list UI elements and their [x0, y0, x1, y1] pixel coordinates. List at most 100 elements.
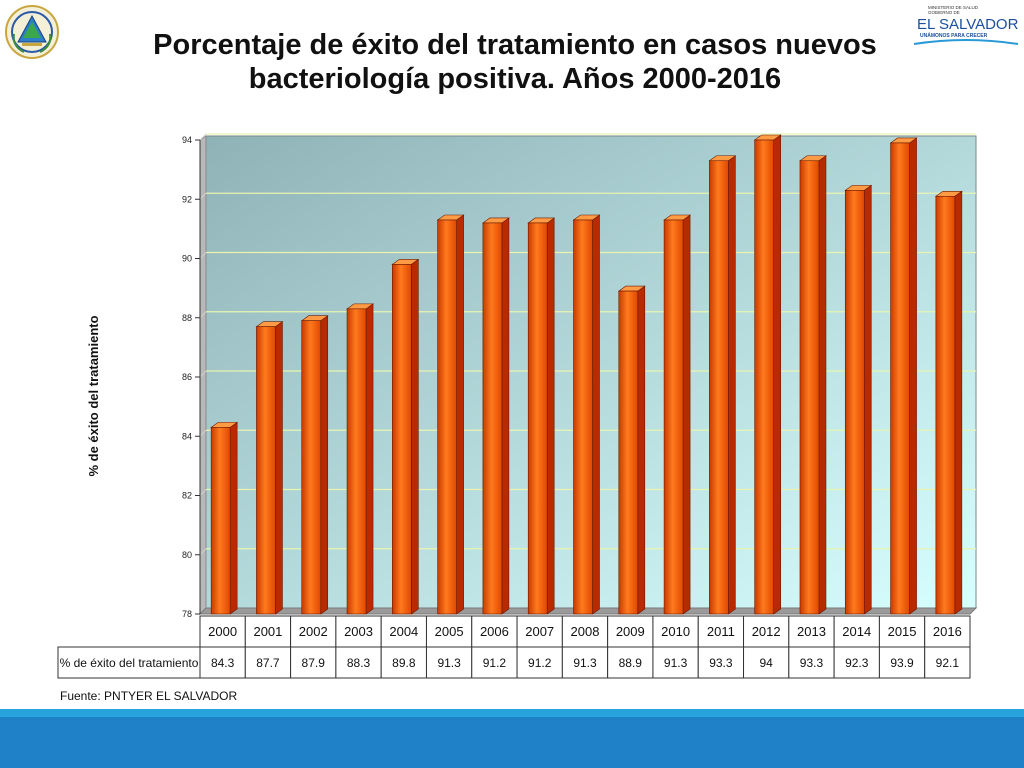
table-header-cell [380, 615, 427, 648]
bar-front [437, 219, 457, 615]
x-tick-label: 2005 [435, 624, 464, 639]
data-label: 91.3 [664, 656, 688, 670]
page-title: Porcentaje de éxito del tratamiento en c… [100, 28, 930, 96]
bar-side [546, 217, 555, 615]
table-value-cell [335, 646, 382, 679]
table-value-cell [607, 646, 654, 679]
y-tick-label: 88 [182, 313, 192, 323]
footer-band-dark [0, 717, 1024, 768]
bar-side [773, 134, 781, 615]
table-header-cell [425, 615, 473, 648]
data-label: 88.9 [619, 656, 643, 670]
bar-side [592, 214, 600, 615]
logo-tagline-text: UNÁMONOS PARA CRECER [920, 32, 988, 39]
x-tick-label: 2007 [525, 624, 554, 639]
table-value-cell [743, 646, 790, 679]
bar-front [890, 142, 910, 615]
table-header-cell [561, 615, 609, 648]
bar-chart: 78 80 82 84 86 88 90 92 94 % de éxito del tratam… [57, 133, 978, 679]
gridline-side [199, 192, 207, 200]
bar-front [663, 219, 684, 615]
bar-side [682, 214, 691, 615]
table-value-cell [878, 646, 926, 679]
table-header-cell [924, 615, 971, 648]
bar-2003 [346, 303, 374, 615]
bar-front [392, 264, 412, 615]
table-header-cell [743, 615, 790, 648]
bar-front [935, 195, 956, 615]
y-tick-label: 84 [182, 431, 192, 441]
bar-2004 [391, 258, 420, 615]
el-salvador-logo: MINISTERIO DE SALUD GOBIERNO DE EL SALVA… [913, 5, 1019, 45]
bar-front [210, 427, 231, 615]
table-value-cell [290, 646, 337, 679]
table-value-cell [380, 646, 427, 679]
bar-front [346, 308, 367, 615]
y-tick-label: 90 [182, 254, 192, 264]
logo-gov-text: GOBIERNO DE [928, 10, 960, 15]
bar-front [527, 222, 548, 615]
table-value-cell [244, 646, 292, 679]
table-value-cell [788, 646, 835, 679]
bar-2013 [799, 155, 827, 615]
gridline-side [199, 311, 207, 319]
x-tick-label: 2014 [842, 624, 871, 639]
table-series-label: % de éxito del tratamiento [60, 656, 199, 670]
footer-band-light [0, 709, 1024, 717]
logo-ministry-text: MINISTERIO DE SALUD [928, 5, 979, 10]
bar-front [844, 190, 865, 615]
table-header-cell [199, 615, 246, 648]
x-tick-label: 2016 [933, 624, 962, 639]
gridline-side [199, 133, 207, 141]
plot-side-wall [199, 135, 207, 616]
x-tick-label: 2004 [389, 624, 418, 639]
bar-front [754, 139, 774, 615]
data-label: 93.3 [709, 656, 733, 670]
bar-side [954, 190, 963, 615]
y-tick-label: 86 [182, 372, 192, 382]
data-label: 88.3 [347, 656, 371, 670]
bar-side [863, 184, 872, 615]
logo-main-text: EL SALVADOR [917, 16, 1019, 33]
table-header-cell [516, 615, 563, 648]
bar-2008 [572, 214, 601, 615]
table-value-cell [697, 646, 745, 679]
y-tick-label: 94 [182, 135, 192, 145]
x-tick-label: 2006 [480, 624, 509, 639]
table-header-cell [335, 615, 382, 648]
data-label: 94 [759, 656, 773, 670]
source-note: Fuente: PNTYER EL SALVADOR [60, 689, 238, 703]
bar-front [301, 320, 322, 615]
data-label: 92.1 [936, 656, 960, 670]
bar-2005 [436, 214, 465, 615]
bar-2014 [844, 184, 873, 615]
gridline-side [199, 548, 207, 556]
bar-front [482, 222, 503, 615]
bar-2002 [300, 315, 329, 615]
bar-2012 [753, 134, 782, 615]
bar-side [320, 315, 329, 615]
data-label: 91.3 [573, 656, 597, 670]
bar-side [818, 155, 827, 615]
data-label: 89.8 [392, 656, 416, 670]
data-label: 87.9 [302, 656, 326, 670]
bar-front [799, 160, 820, 615]
data-label: 91.2 [483, 656, 507, 670]
gridline-side [199, 370, 207, 378]
bar-side [229, 421, 238, 615]
bar-side [728, 155, 736, 615]
bar-side [501, 217, 510, 615]
bar-2011 [708, 155, 737, 615]
x-tick-label: 2008 [571, 624, 600, 639]
bar-2000 [210, 421, 239, 615]
bar-side [909, 137, 917, 615]
x-tick-label: 2015 [888, 624, 917, 639]
gridline-side [199, 489, 207, 496]
bar-2007 [527, 217, 556, 615]
data-label: 84.3 [211, 656, 235, 670]
table-value-cell [516, 646, 563, 679]
y-axis-title: % de éxito del tratamiento [86, 315, 101, 476]
bar-2006 [481, 217, 510, 615]
bar-2015 [889, 137, 918, 615]
data-label: 91.3 [437, 656, 461, 670]
